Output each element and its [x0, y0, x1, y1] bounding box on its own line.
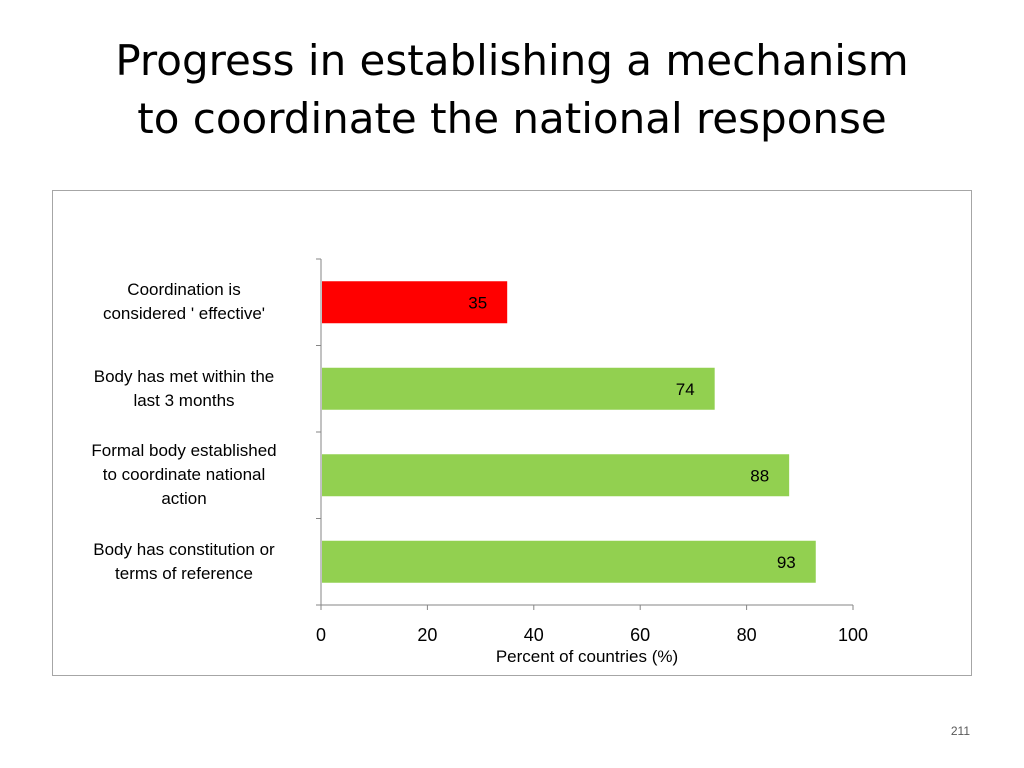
bar-value-label: 88: [750, 466, 769, 485]
category-label-line: terms of reference: [115, 563, 253, 583]
slide-title-line-1: Progress in establishing a mechanism: [115, 36, 909, 85]
category-label-line: Formal body established: [91, 441, 277, 461]
category-label-line: to coordinate national: [102, 465, 266, 485]
x-tick-label: 100: [838, 625, 868, 645]
chart-frame: 0 20 40 60 80 100 Percent of countries (%) 35 74…: [52, 190, 972, 676]
category-label-line: Body has constitution or: [93, 539, 275, 559]
category-label-line: Coordination is: [127, 280, 241, 300]
x-tick-label: 20: [417, 625, 437, 645]
category-label-line: last 3 months: [133, 390, 235, 410]
bar-value-label: 93: [777, 553, 796, 572]
category-label: Body has met within the last 3 months: [59, 365, 309, 413]
bar-3: [322, 454, 790, 497]
category-label: Coordination is considered ' effective': [59, 278, 309, 326]
x-tick-label: 60: [630, 625, 650, 645]
bar-2: [322, 367, 715, 410]
x-tick-label: 0: [316, 625, 326, 645]
page-number: 211: [950, 724, 970, 738]
bar-chart: 0 20 40 60 80 100 Percent of countries (%) 35 74…: [316, 258, 868, 666]
bar-value-label: 74: [676, 380, 695, 399]
x-axis-title: Percent of countries (%): [496, 647, 678, 666]
slide-title-line-2: to coordinate the national response: [137, 94, 887, 143]
x-tick-label: 80: [737, 625, 757, 645]
x-tick-label: 40: [524, 625, 544, 645]
slide-title: Progress in establishing a mechanism to …: [0, 32, 1024, 148]
category-label-line: action: [161, 489, 207, 509]
bar-value-label: 35: [468, 293, 487, 312]
category-label-line: considered ' effective': [102, 304, 266, 324]
bar-1: [322, 281, 508, 324]
category-label: Body has constitution or terms of referen…: [59, 538, 309, 586]
bar-4: [322, 540, 816, 583]
category-label: Formal body established to coordinate nat…: [59, 439, 309, 511]
category-label-line: Body has met within the: [93, 366, 275, 386]
